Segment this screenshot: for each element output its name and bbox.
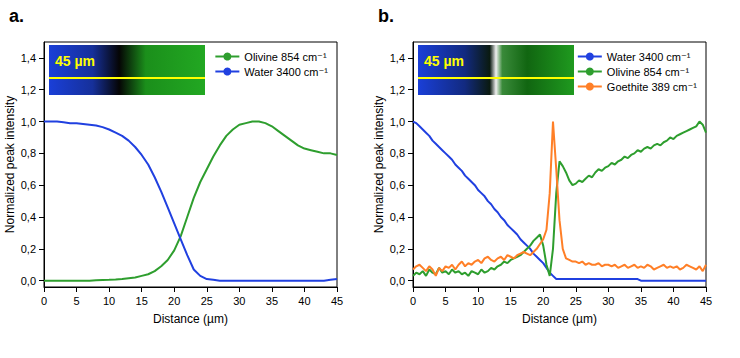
svg-text:1,2: 1,2 [21, 84, 36, 96]
svg-text:Goethite 389 cm⁻¹: Goethite 389 cm⁻¹ [607, 81, 698, 93]
svg-text:Olivine 854 cm⁻¹: Olivine 854 cm⁻¹ [244, 51, 327, 63]
svg-text:0,6: 0,6 [21, 179, 36, 191]
svg-text:45 µm: 45 µm [55, 53, 95, 69]
svg-text:5: 5 [73, 295, 79, 307]
svg-text:10: 10 [103, 295, 115, 307]
svg-text:1,2: 1,2 [390, 84, 405, 96]
svg-text:Water 3400 cm⁻¹: Water 3400 cm⁻¹ [607, 51, 691, 63]
svg-text:15: 15 [136, 295, 148, 307]
svg-text:0,2: 0,2 [21, 243, 36, 255]
svg-text:0,4: 0,4 [390, 211, 405, 223]
svg-text:45: 45 [331, 295, 343, 307]
svg-text:20: 20 [537, 295, 549, 307]
svg-text:30: 30 [233, 295, 245, 307]
svg-text:10: 10 [472, 295, 484, 307]
svg-text:45 µm: 45 µm [424, 53, 464, 69]
svg-text:1,0: 1,0 [21, 116, 36, 128]
svg-text:0,2: 0,2 [390, 243, 405, 255]
svg-text:Olivine 854 cm⁻¹: Olivine 854 cm⁻¹ [607, 66, 690, 78]
svg-text:35: 35 [635, 295, 647, 307]
svg-text:5: 5 [442, 295, 448, 307]
svg-text:1,4: 1,4 [21, 52, 36, 64]
svg-text:25: 25 [201, 295, 213, 307]
svg-text:1,0: 1,0 [390, 116, 405, 128]
svg-text:Normalized peak intensity: Normalized peak intensity [3, 96, 17, 233]
svg-text:0,6: 0,6 [390, 179, 405, 191]
svg-text:40: 40 [667, 295, 679, 307]
svg-text:0,8: 0,8 [390, 147, 405, 159]
svg-text:1,4: 1,4 [390, 52, 405, 64]
svg-text:35: 35 [266, 295, 278, 307]
svg-text:a.: a. [9, 6, 24, 26]
svg-text:40: 40 [298, 295, 310, 307]
svg-text:45: 45 [700, 295, 712, 307]
svg-text:Distance (µm): Distance (µm) [153, 312, 228, 326]
svg-text:Water 3400 cm⁻¹: Water 3400 cm⁻¹ [244, 66, 328, 78]
svg-text:0,8: 0,8 [21, 147, 36, 159]
svg-text:Distance (µm): Distance (µm) [522, 312, 597, 326]
svg-text:25: 25 [570, 295, 582, 307]
svg-text:0,0: 0,0 [21, 275, 36, 287]
svg-text:15: 15 [505, 295, 517, 307]
svg-text:30: 30 [602, 295, 614, 307]
svg-text:0: 0 [41, 295, 47, 307]
svg-text:b.: b. [378, 6, 394, 26]
svg-text:0,0: 0,0 [390, 275, 405, 287]
svg-text:Normalized peak intensity: Normalized peak intensity [372, 96, 386, 233]
svg-text:20: 20 [168, 295, 180, 307]
svg-text:0: 0 [410, 295, 416, 307]
svg-text:0,4: 0,4 [21, 211, 36, 223]
